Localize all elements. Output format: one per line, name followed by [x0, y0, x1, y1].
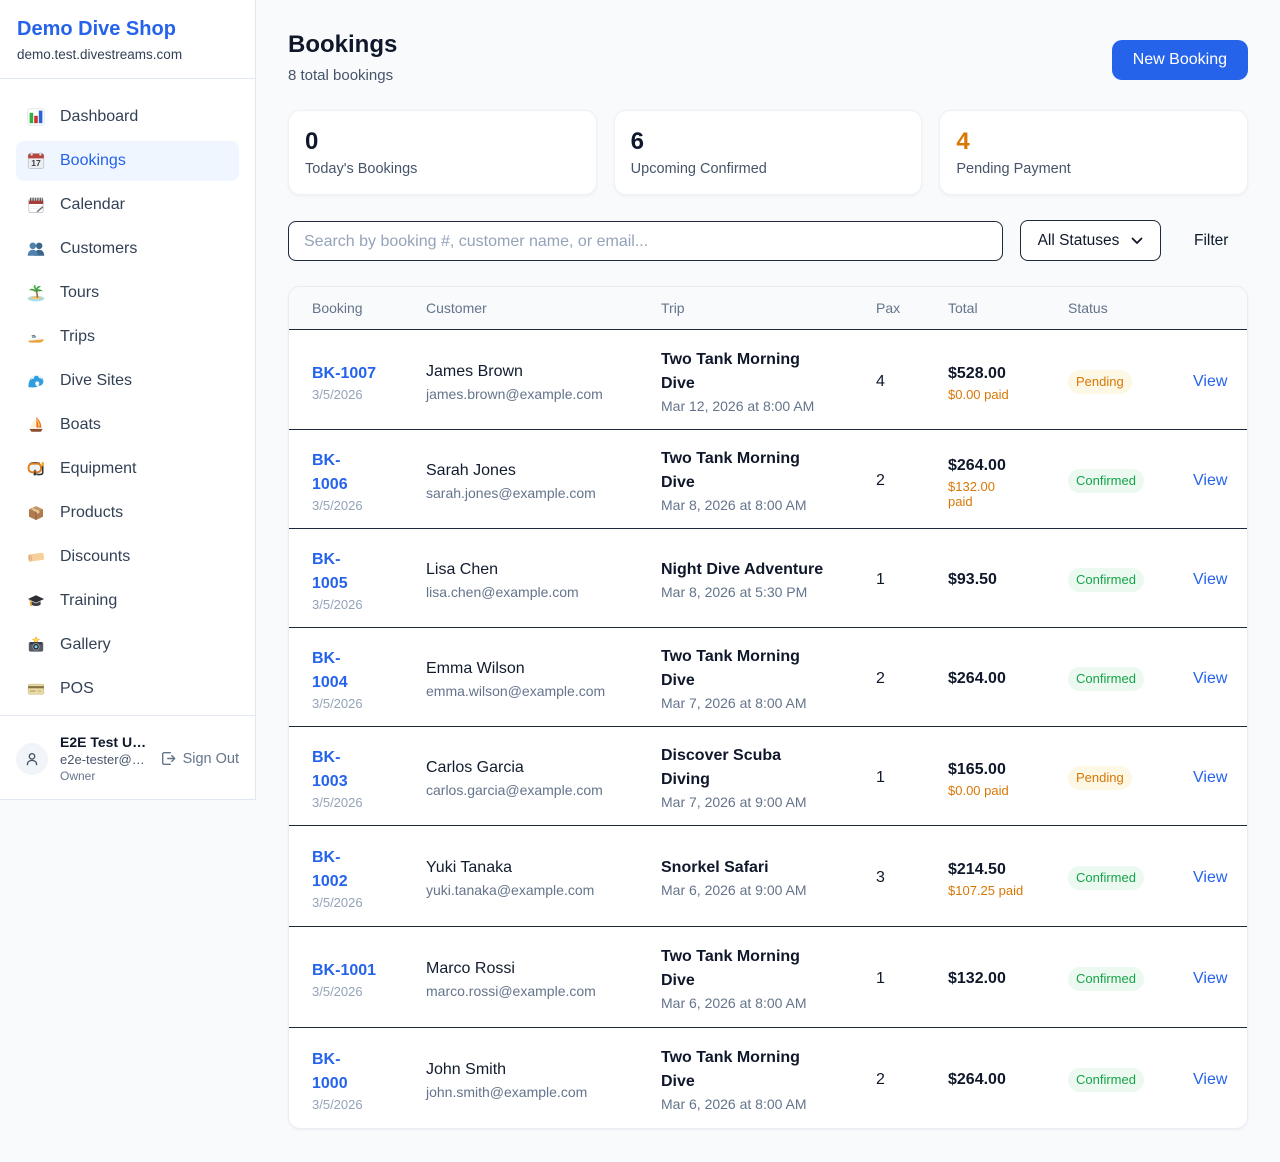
svg-text:17: 17 [31, 158, 41, 168]
